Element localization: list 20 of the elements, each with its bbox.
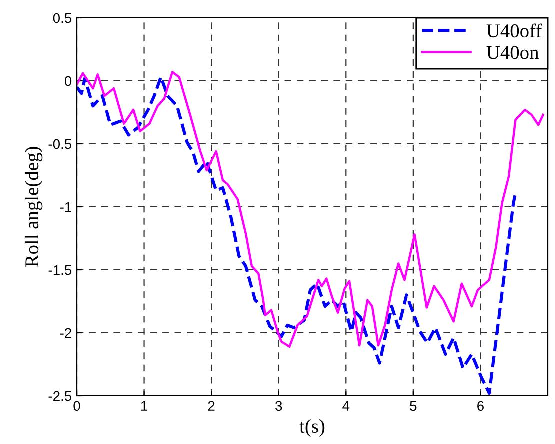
legend-label: U40off <box>486 24 542 38</box>
x-tick-label: 0 <box>74 401 80 412</box>
y-tick-label: -2.5 <box>48 391 72 402</box>
y-tick-label: -2 <box>60 328 72 338</box>
legend-label: U40on <box>486 46 539 60</box>
y-tick-label: -0.5 <box>48 139 72 150</box>
x-tick-label: 3 <box>276 401 282 412</box>
x-tick-label: 1 <box>141 401 148 411</box>
y-tick-label: 0 <box>64 76 72 86</box>
x-tick-label: 4 <box>342 401 350 411</box>
y-axis-title: Roll angle(deg) <box>24 147 43 268</box>
line-series <box>77 71 544 348</box>
y-tick-label: -1.5 <box>48 265 72 276</box>
y-tick-label: -1 <box>60 202 72 212</box>
x-axis-title: t(s) <box>300 419 325 437</box>
x-tick-label: 2 <box>208 401 215 411</box>
y-tick-label: 0.5 <box>53 13 72 24</box>
line-series <box>77 76 518 396</box>
x-tick-label: 6 <box>478 401 484 412</box>
x-tick-label: 5 <box>410 401 417 412</box>
